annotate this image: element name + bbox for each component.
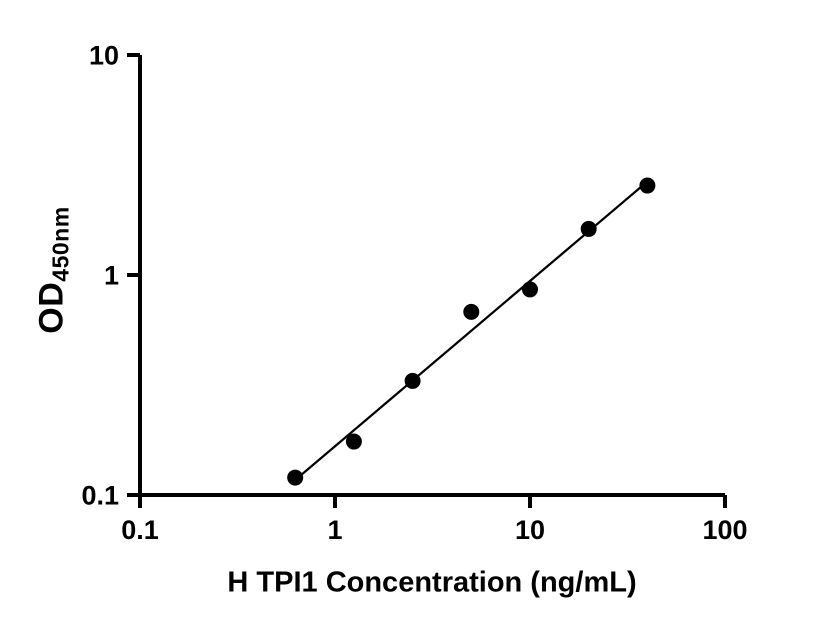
data-point [522,281,538,298]
y-axis-title: OD450nm [32,206,74,334]
data-point [404,372,421,389]
y-axis-title-main: OD [32,281,71,334]
x-axis-tick-label: 0.1 [121,515,159,545]
x-axis-tick-label: 100 [702,515,747,545]
data-point [639,177,656,194]
data-point [287,469,304,486]
data-point [580,220,597,237]
x-axis-tick-label: 1 [327,515,342,545]
data-point [463,303,480,320]
y-axis-tick-label: 1 [104,261,119,291]
y-axis-tick-label: 10 [89,41,119,71]
axis-frame [138,55,725,497]
x-axis-tick-label: 10 [515,515,545,545]
y-axis-title-subscript: 450nm [47,206,74,282]
y-axis-tick-label: 0.1 [81,481,119,511]
data-point [345,433,362,450]
x-axis-title: H TPI1 Concentration (ng/mL) [227,566,637,599]
